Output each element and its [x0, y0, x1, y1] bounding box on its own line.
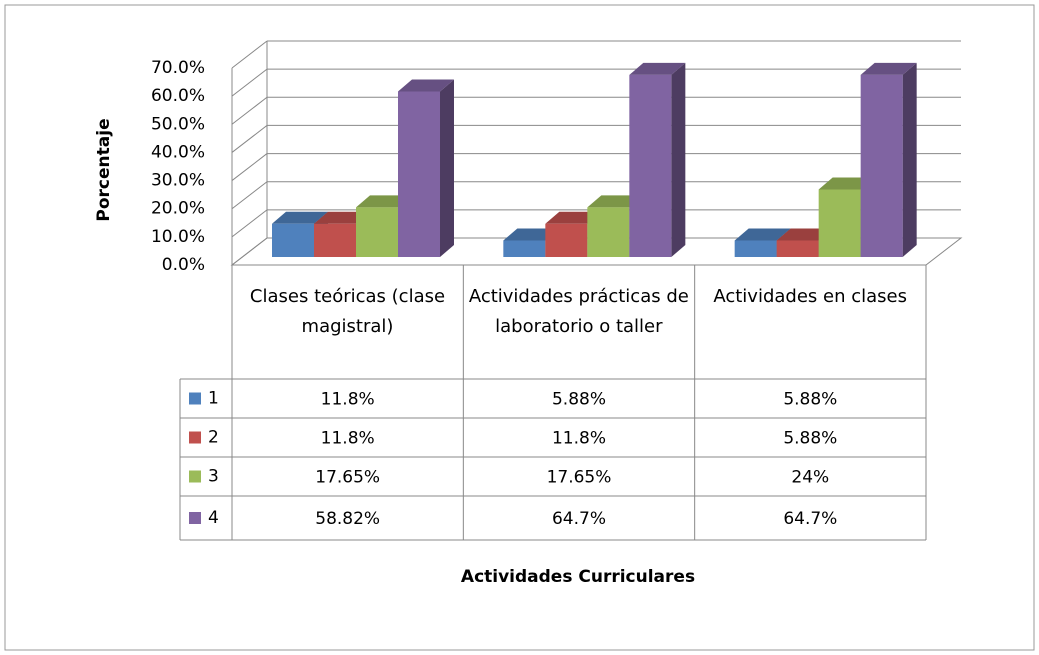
table-value: 24%: [791, 468, 829, 488]
bar-top: [629, 62, 686, 75]
bar: [629, 62, 686, 258]
legend-swatch: [189, 512, 201, 524]
y-tick-label: 20.0%: [151, 199, 205, 219]
grid-line: [231, 237, 268, 266]
bar-front: [734, 240, 777, 257]
table-value: 11.8%: [321, 390, 375, 410]
legend-label: 4: [208, 508, 219, 528]
y-tick-label: 70.0%: [151, 58, 205, 78]
bar-side: [671, 62, 686, 258]
bar-top: [860, 62, 917, 75]
bar-front: [314, 223, 356, 257]
table-value: 5.88%: [783, 429, 837, 449]
table-value: 11.8%: [321, 429, 375, 449]
table-value: 17.65%: [315, 468, 380, 488]
legend-label: 3: [208, 467, 219, 487]
table-value: 5.88%: [552, 390, 606, 410]
category-label: Clases teóricas (clase magistral): [249, 286, 446, 337]
bar-front: [545, 223, 588, 257]
legend-swatch: [189, 392, 201, 405]
y-tick-label: 50.0%: [151, 114, 205, 134]
bar-front: [587, 207, 630, 257]
bar-front: [860, 74, 903, 257]
table-value: 5.88%: [783, 390, 837, 410]
grid-line: [231, 209, 268, 238]
legend-label: 2: [208, 428, 219, 448]
y-tick-label: 10.0%: [151, 227, 205, 247]
x-axis-title: Actividades Curriculares: [461, 567, 695, 587]
table-value: 64.7%: [552, 509, 606, 529]
bar-front: [398, 91, 440, 257]
table-value: 58.82%: [315, 509, 380, 529]
table-value: 64.7%: [783, 509, 837, 529]
bar-top: [734, 228, 791, 241]
y-tick-label: 30.0%: [151, 171, 205, 191]
table-value: 11.8%: [552, 429, 606, 449]
legend-swatch: [189, 470, 201, 483]
bar-front: [272, 223, 314, 257]
bar-front: [818, 189, 861, 257]
grid-line: [231, 40, 268, 69]
y-axis-title: Porcentaje: [94, 118, 114, 221]
table-value: 17.65%: [547, 468, 612, 488]
legend-swatch: [189, 431, 201, 444]
grid-line: [231, 181, 268, 210]
bar-side: [902, 62, 917, 258]
y-tick-label: 60.0%: [151, 86, 205, 106]
bar-front: [629, 74, 672, 257]
bar-front: [356, 207, 398, 257]
grid-line: [231, 96, 268, 125]
grid-line: [231, 125, 268, 153]
y-tick-label: 0.0%: [162, 255, 205, 275]
grid-line: [231, 153, 268, 181]
bar: [860, 62, 917, 258]
bar-front: [503, 240, 546, 257]
bar-front: [776, 240, 819, 257]
legend-label: 1: [208, 389, 219, 409]
category-label: Actividades en clases: [713, 286, 907, 307]
bar-top: [398, 79, 454, 92]
grid-line: [231, 68, 268, 97]
bar-top: [272, 211, 328, 224]
category-label: Actividades prácticas de laboratorio o t…: [468, 286, 689, 337]
y-tick-label: 40.0%: [151, 142, 205, 162]
bar: [398, 79, 454, 257]
bar-side: [440, 79, 454, 257]
